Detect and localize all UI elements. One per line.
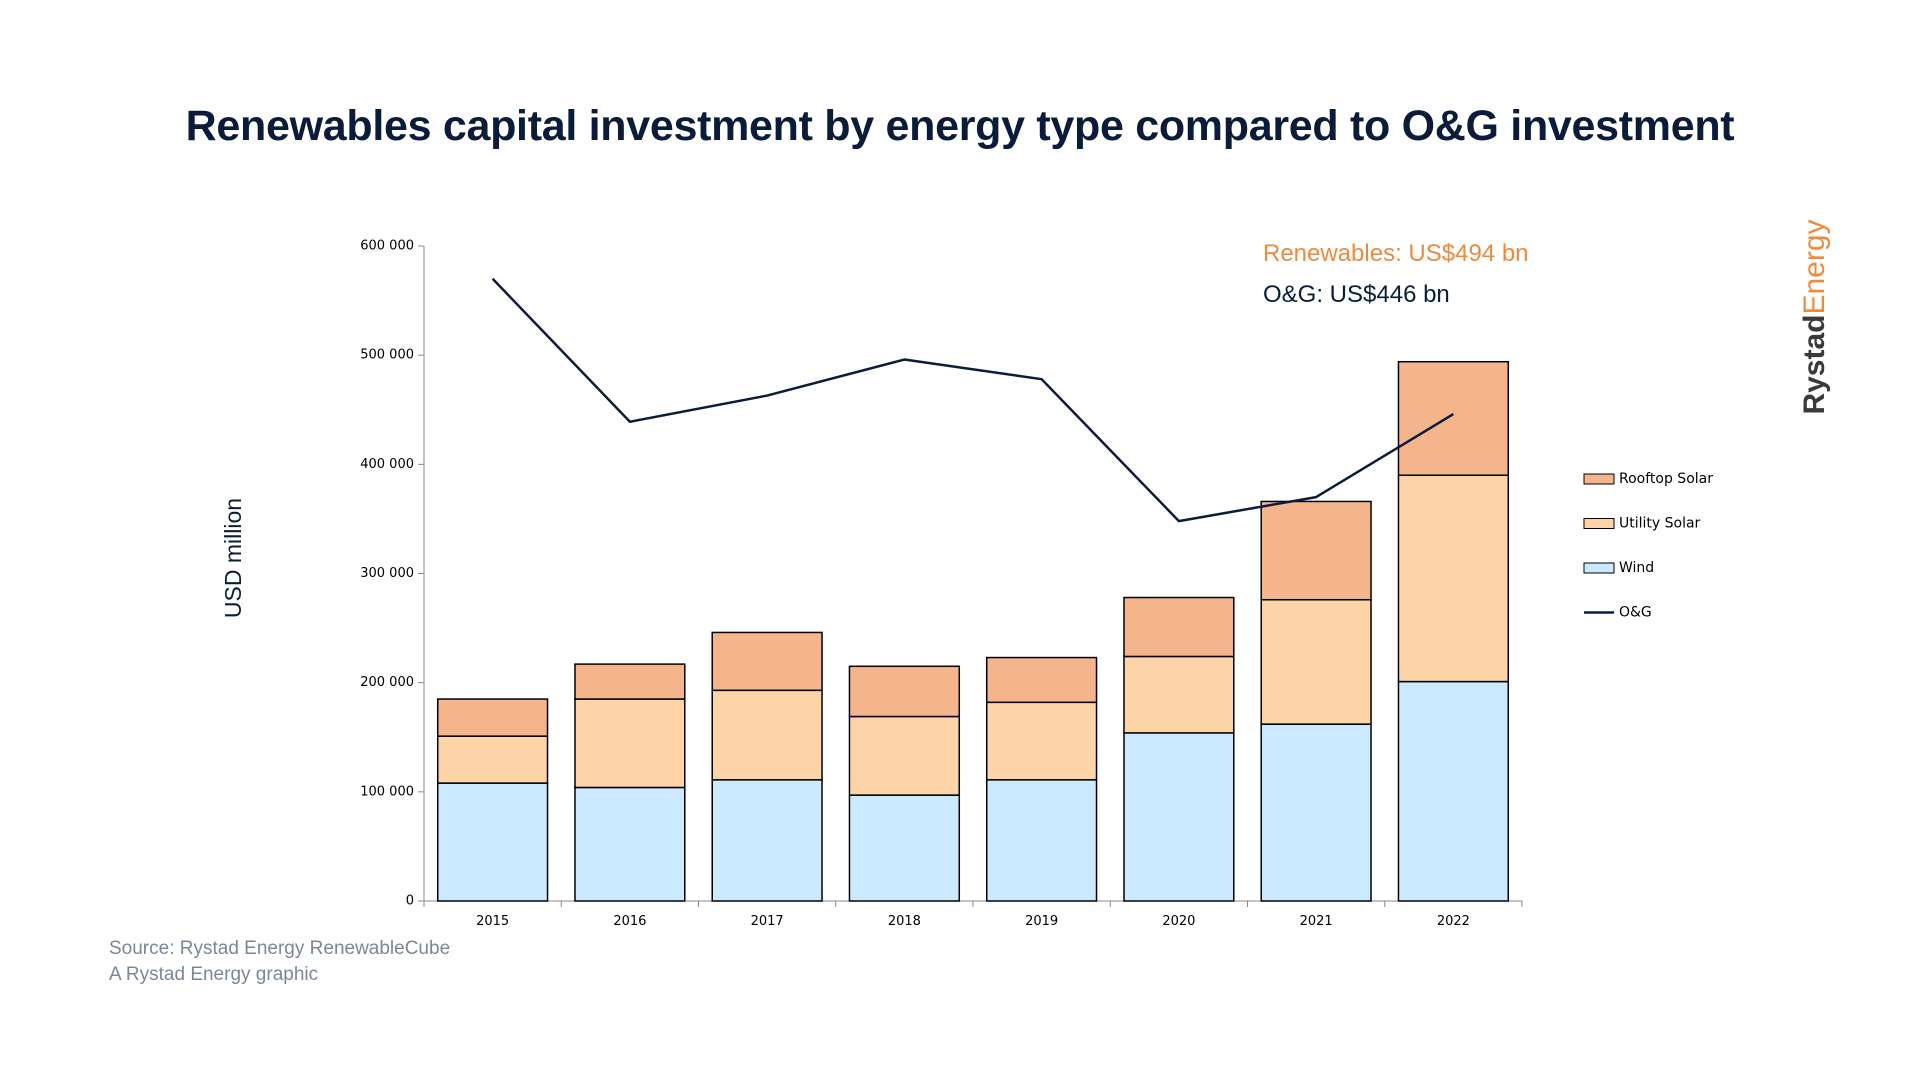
y-axis-label: USD million [220, 498, 246, 618]
annotation-og: O&G: US$446 bn [1263, 281, 1450, 308]
legend-label-wind: Wind [1619, 560, 1654, 576]
bar-rooftop-solar-2021 [1260, 500, 1372, 601]
legend-swatch-utility-solar [1583, 518, 1615, 529]
og-line-layer [491, 277, 1455, 523]
source-line: Source: Rystad Energy RenewableCube [109, 938, 451, 959]
x-tick-label: 2018 [888, 914, 921, 929]
y-tick-label: 0 [406, 894, 414, 909]
bar-utility-solar-2016 [574, 698, 686, 789]
y-tick-label: 400 000 [360, 457, 414, 472]
x-tick-label: 2021 [1300, 914, 1333, 929]
y-tick-label: 500 000 [360, 348, 414, 363]
bar-wind-2020 [1123, 732, 1235, 902]
chart-title: Renewables capital investment by energy … [185, 102, 1735, 150]
legend-swatch-rooftop-solar [1583, 473, 1615, 485]
logo-part-2: Energy [1798, 219, 1831, 315]
x-tick-label: 2016 [613, 914, 646, 929]
bar-utility-solar-2018 [848, 715, 961, 796]
bar-wind-2019 [985, 779, 1098, 902]
y-tick-label: 100 000 [360, 784, 414, 799]
bar-utility-solar-2019 [985, 701, 1098, 781]
x-tick-label: 2015 [476, 914, 509, 929]
bar-utility-solar-2020 [1123, 655, 1235, 734]
legend: Rooftop Solar Utility Solar Wind O&G [1583, 471, 1713, 621]
bars [436, 360, 1510, 902]
annotation-renewables: Renewables: US$494 bn [1263, 240, 1529, 267]
legend-label-utility-solar: Utility Solar [1619, 516, 1701, 532]
bar-wind-2016 [574, 786, 686, 902]
x-tick-label: 2022 [1437, 914, 1470, 929]
bar-rooftop-solar-2017 [711, 631, 823, 692]
logo-part-1: Rystad [1798, 314, 1831, 415]
x-tick-label: 2020 [1162, 914, 1195, 929]
bar-wind-2018 [848, 794, 961, 902]
y-tick-label: 300 000 [360, 566, 414, 581]
x-tick-label: 2019 [1025, 914, 1058, 929]
y-tick-label: 200 000 [360, 675, 414, 690]
bar-wind-2022 [1397, 680, 1510, 902]
bar-rooftop-solar-2015 [436, 698, 549, 737]
bar-rooftop-solar-2020 [1123, 596, 1235, 658]
axes: 0 100 000 200 000 300 000 400 000 500 000 600 … [360, 239, 1523, 929]
bar-wind-2015 [436, 782, 549, 902]
bar-utility-solar-2015 [436, 735, 549, 784]
x-tick-label: 2017 [751, 914, 784, 929]
bar-utility-solar-2021 [1260, 598, 1372, 725]
bar-rooftop-solar-2019 [985, 656, 1098, 704]
y-tick-label: 600 000 [360, 239, 414, 254]
legend-label-rooftop-solar: Rooftop Solar [1619, 471, 1713, 487]
bar-utility-solar-2022 [1397, 474, 1510, 683]
rystad-energy-logo: RystadEnergy [1795, 212, 1835, 422]
bar-wind-2017 [711, 779, 823, 902]
credit-line: A Rystad Energy graphic [109, 964, 319, 985]
legend-label-o-g: O&G [1619, 605, 1652, 621]
bar-wind-2021 [1260, 723, 1372, 902]
bar-rooftop-solar-2022 [1397, 360, 1510, 477]
bar-rooftop-solar-2018 [848, 665, 961, 718]
legend-swatch-wind [1583, 562, 1615, 574]
og-line [491, 277, 1455, 523]
bar-rooftop-solar-2016 [574, 663, 686, 700]
bar-utility-solar-2017 [711, 689, 823, 781]
